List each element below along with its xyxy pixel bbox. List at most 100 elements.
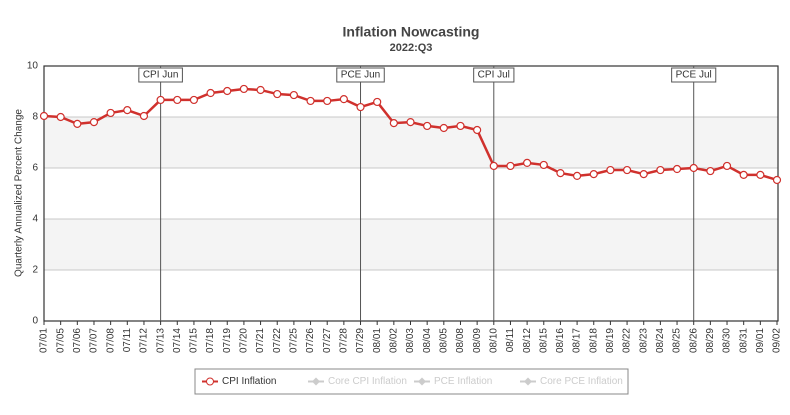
point	[606, 165, 615, 175]
x-tick-label: 08/22	[622, 328, 633, 353]
x-tick-label: 08/23	[638, 328, 649, 353]
chart-title: Inflation Nowcasting	[343, 24, 480, 40]
point	[556, 169, 565, 178]
point	[339, 95, 348, 104]
point	[323, 96, 332, 106]
legend-box	[194, 368, 629, 395]
x-tick-label: 07/08	[105, 328, 116, 353]
point	[622, 165, 632, 175]
x-tick-label: 07/29	[355, 328, 366, 353]
x-tick-label: 07/19	[222, 328, 233, 353]
y-tick-label: 6	[32, 163, 38, 174]
x-tick-label: 08/05	[438, 328, 449, 353]
point	[73, 119, 82, 128]
point	[456, 121, 465, 131]
x-tick-label: 07/20	[239, 328, 250, 353]
point	[706, 166, 715, 176]
point	[523, 158, 532, 167]
point	[223, 86, 232, 96]
chart-subtitle: 2022:Q3	[390, 42, 433, 54]
point	[106, 108, 115, 118]
x-tick-label: 08/04	[422, 328, 433, 353]
point	[689, 163, 698, 173]
x-tick-label: 07/11	[122, 328, 133, 353]
x-tick-label: 09/02	[772, 328, 783, 353]
point	[722, 161, 732, 171]
x-tick-label: 08/19	[605, 328, 616, 353]
x-tick-label: 07/15	[189, 328, 200, 353]
legend-marker	[524, 377, 532, 386]
point	[373, 97, 382, 107]
point	[772, 175, 782, 185]
x-tick-label: 07/06	[72, 328, 83, 353]
point	[89, 117, 99, 127]
point	[506, 161, 515, 171]
point	[656, 165, 665, 175]
x-tick-label: 07/07	[89, 328, 100, 353]
annotation-box	[138, 67, 183, 83]
point	[423, 121, 432, 131]
point	[206, 88, 215, 98]
legend-marker	[206, 377, 214, 386]
x-tick-label: 07/25	[289, 328, 300, 353]
x-tick-label: 08/29	[705, 328, 716, 353]
x-tick-label: 08/30	[722, 328, 733, 353]
point	[173, 95, 182, 105]
x-tick-label: 08/02	[388, 328, 399, 353]
x-tick-label: 08/25	[672, 328, 683, 353]
x-tick-label: 08/15	[538, 328, 549, 353]
x-tick-label: 07/21	[255, 328, 266, 353]
x-tick-label: 08/16	[555, 328, 566, 353]
x-tick-label: 08/18	[588, 328, 599, 353]
y-tick-label: 10	[27, 61, 39, 72]
point	[473, 125, 482, 135]
x-tick-label: 07/01	[39, 328, 50, 353]
annotation-label: PCE Jul	[676, 70, 712, 81]
point	[56, 112, 65, 122]
legend-marker	[418, 377, 426, 386]
legend-label[interactable]: PCE Inflation	[434, 376, 492, 387]
point	[256, 85, 265, 95]
y-tick-label: 0	[32, 316, 38, 327]
annotation-label: PCE Jun	[341, 70, 380, 81]
point	[489, 161, 498, 171]
annotation-label: CPI Jul	[478, 70, 510, 81]
legend-label[interactable]: Core PCE Inflation	[540, 376, 623, 387]
y-tick-label: 8	[32, 112, 38, 123]
point	[39, 111, 49, 121]
legend-label[interactable]: Core CPI Inflation	[328, 376, 407, 387]
x-tick-label: 08/03	[405, 328, 416, 353]
y-axis-label: Quarterly Annualized Percent Change	[14, 109, 25, 277]
x-tick-label: 09/01	[755, 328, 766, 353]
x-tick-label: 07/12	[139, 328, 150, 353]
annotation-label: CPI Jun	[143, 70, 179, 81]
point	[306, 96, 315, 106]
plot-band	[44, 219, 778, 270]
annotation-box	[336, 67, 385, 83]
point	[289, 90, 298, 100]
x-tick-label: 07/14	[172, 328, 183, 353]
point	[389, 119, 398, 128]
x-tick-label: 07/28	[339, 328, 350, 353]
x-tick-label: 08/17	[572, 328, 583, 353]
point	[239, 84, 249, 94]
x-tick-label: 07/26	[305, 328, 316, 353]
annotation-box	[473, 67, 515, 83]
x-tick-label: 07/18	[205, 328, 216, 353]
x-tick-label: 07/05	[55, 328, 66, 353]
x-tick-label: 07/13	[155, 328, 166, 353]
x-tick-label: 08/11	[505, 328, 516, 353]
point	[539, 160, 548, 170]
x-tick-label: 08/12	[522, 328, 533, 353]
x-tick-label: 08/01	[372, 328, 383, 353]
point	[439, 123, 448, 133]
plot-frame	[43, 65, 779, 322]
annotation-box	[671, 67, 717, 83]
x-tick-label: 08/10	[488, 328, 499, 353]
y-tick-label: 4	[32, 214, 38, 225]
y-tick-label: 2	[32, 265, 38, 276]
point	[589, 170, 598, 179]
point	[123, 106, 132, 115]
legend-label[interactable]: CPI Inflation	[222, 376, 276, 387]
x-tick-label: 08/26	[688, 328, 699, 353]
